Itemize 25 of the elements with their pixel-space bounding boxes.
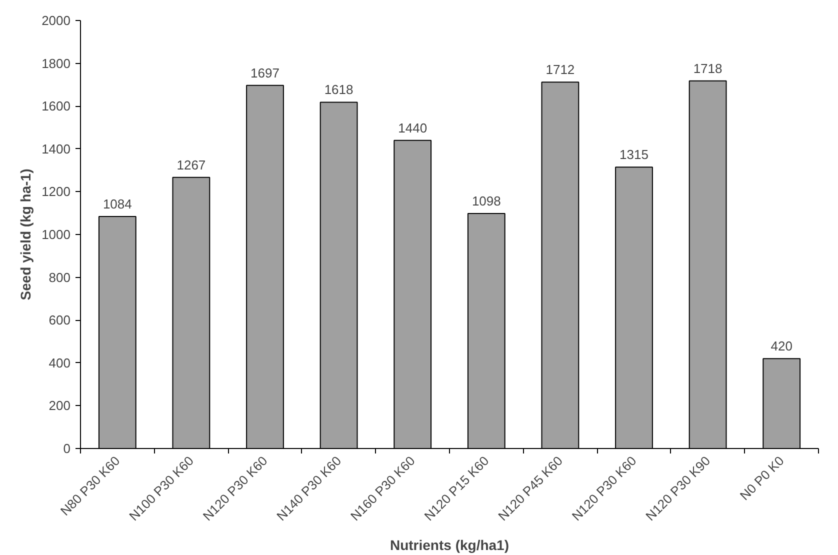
data-label: 420: [770, 338, 792, 354]
x-tick-label: N0 P0 K0: [736, 453, 787, 504]
y-tick-label: 1600: [42, 98, 70, 114]
data-label: 1712: [546, 62, 575, 78]
data-label: 1098: [472, 194, 501, 209]
data-label: 1697: [250, 65, 280, 80]
y-tick-label: 2000: [42, 13, 70, 28]
y-tick-label: 1400: [42, 141, 70, 156]
y-tick-label: 1200: [42, 184, 70, 200]
data-label: 1440: [398, 120, 428, 136]
x-tick-label: N80 P30 K60: [57, 453, 123, 518]
y-tick-label: 0: [63, 441, 71, 456]
y-tick-label: 400: [48, 355, 71, 370]
data-label: 1718: [693, 60, 722, 76]
data-label: 1084: [102, 196, 132, 212]
data-label: 1267: [176, 157, 206, 172]
data-label: 1315: [620, 147, 648, 162]
y-tick-label: 1000: [42, 227, 70, 242]
y-tick-label: 1800: [42, 56, 70, 71]
data-label: 1618: [324, 82, 354, 98]
y-axis-title: Seed yield (kg ha-1): [18, 168, 34, 300]
x-axis-title: Nutrients (kg/ha1): [390, 536, 510, 553]
y-tick-label: 200: [48, 398, 71, 414]
y-tick-label: 600: [48, 312, 71, 328]
y-tick-label: 800: [48, 270, 71, 285]
